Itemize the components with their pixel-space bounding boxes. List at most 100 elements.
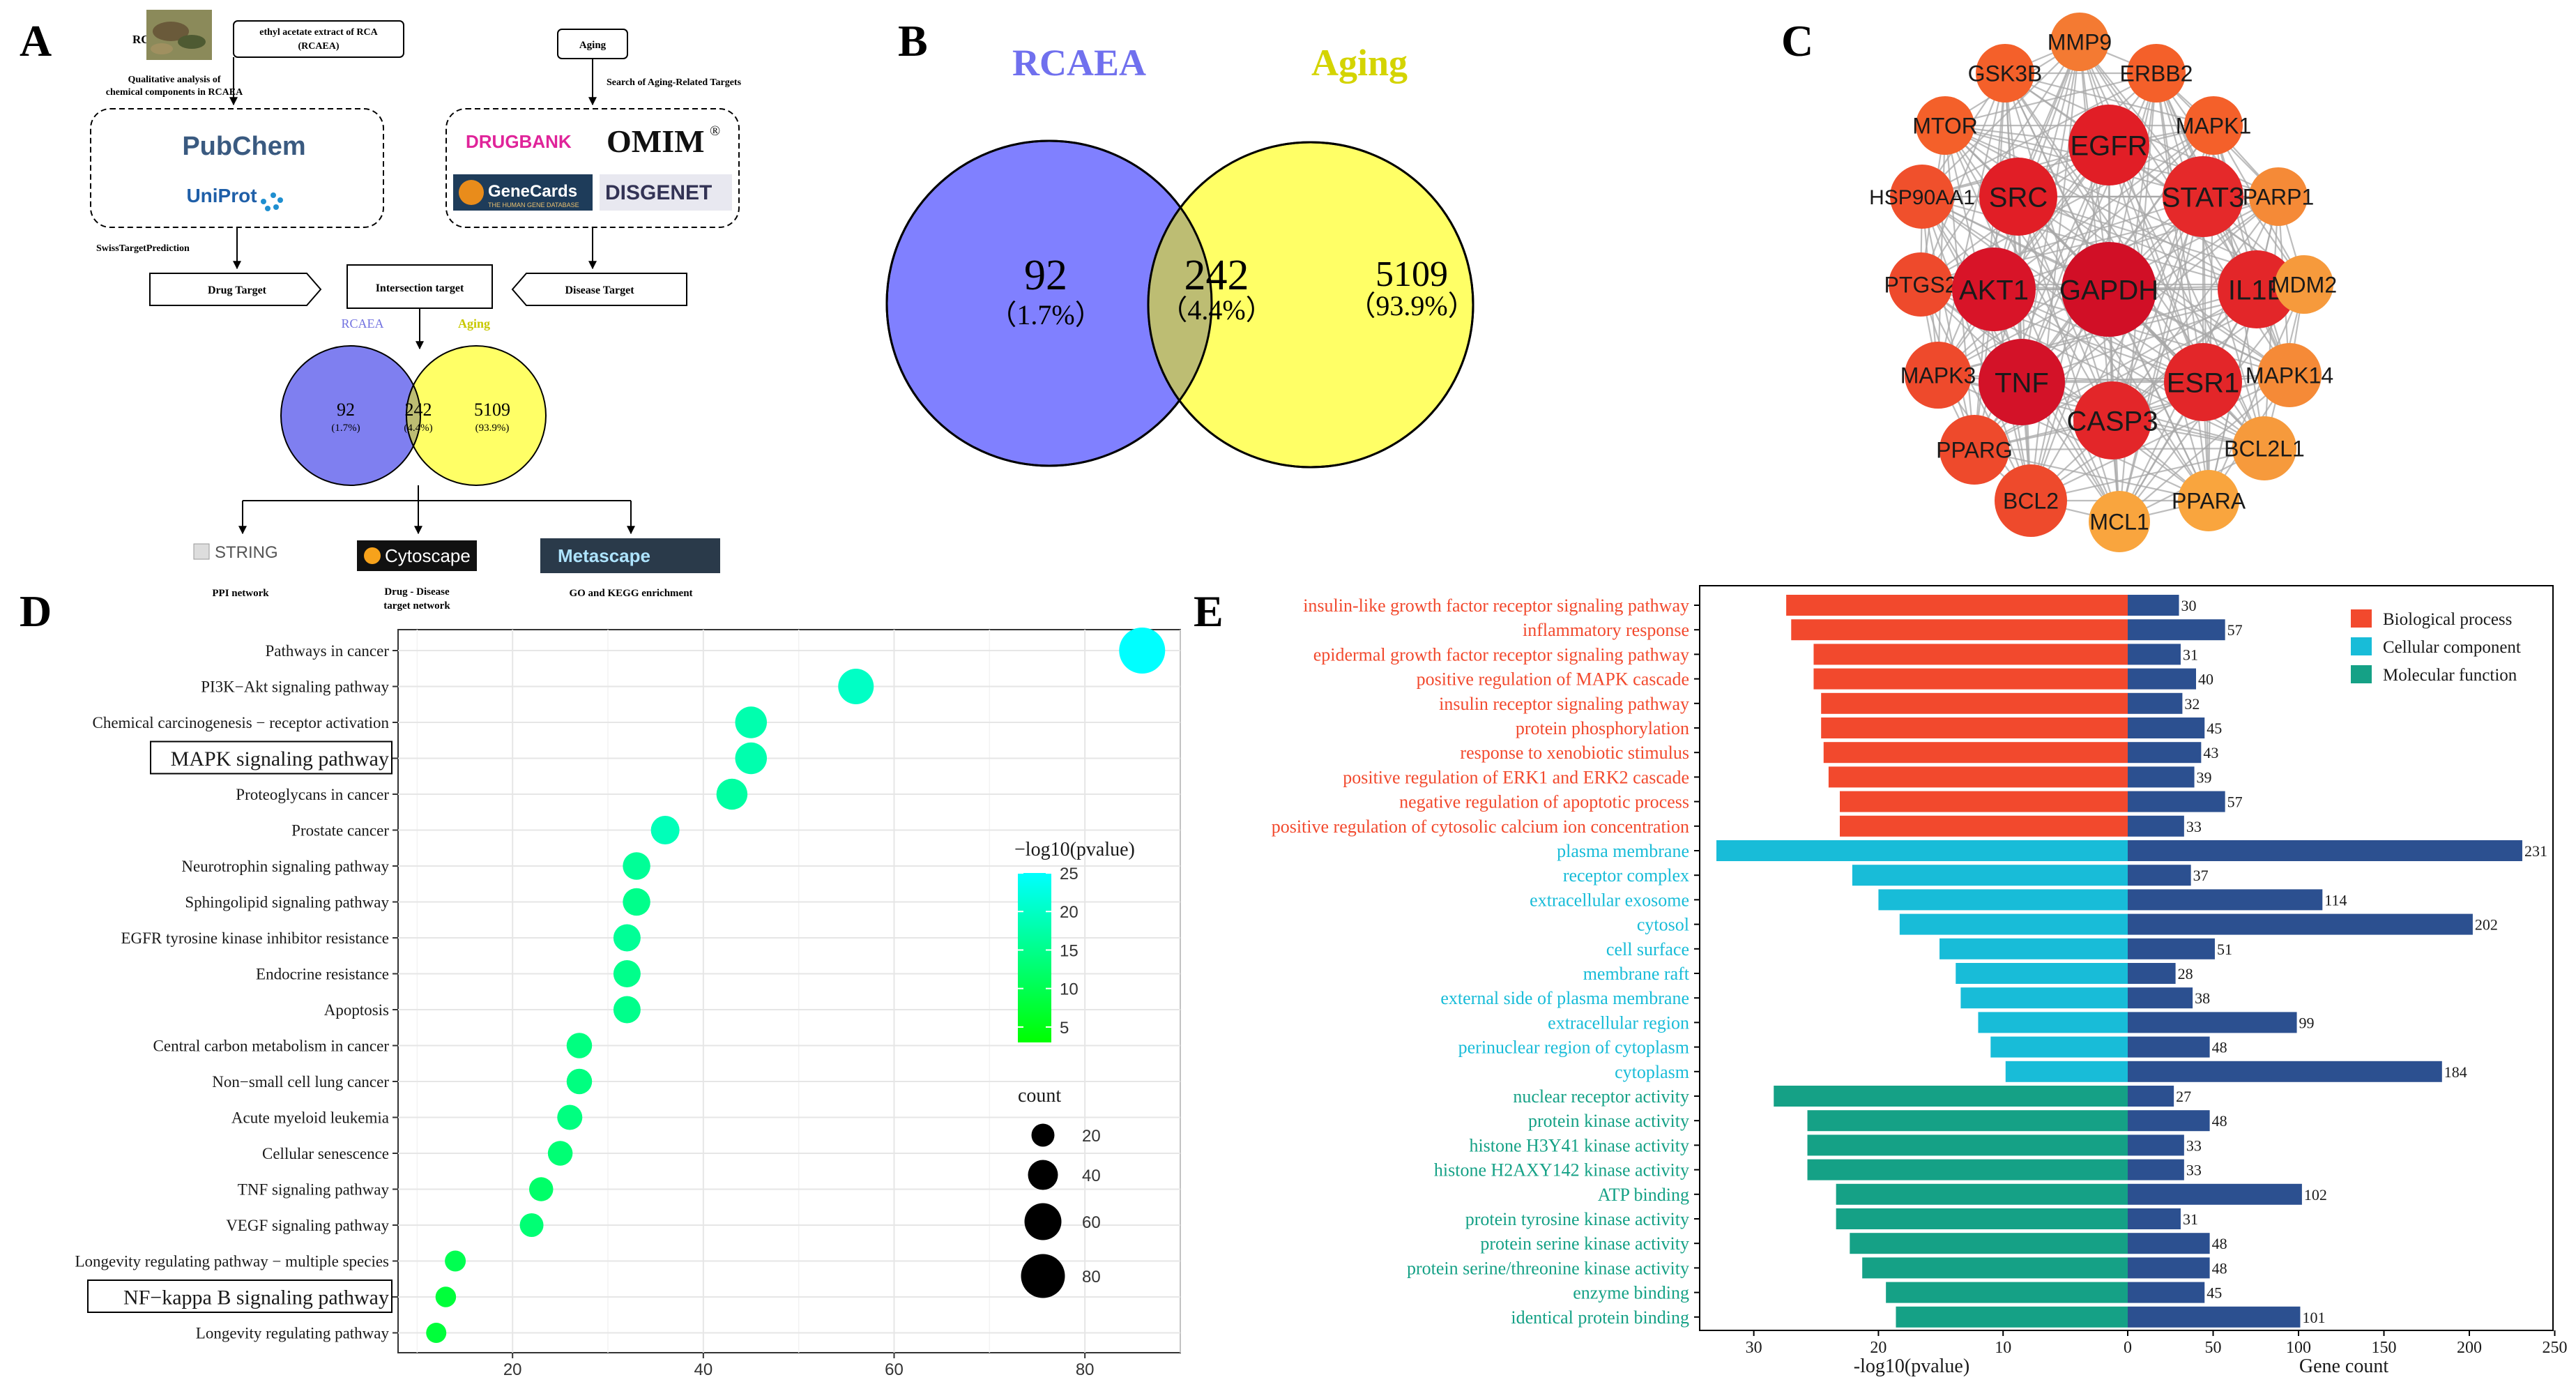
pvalue-bar-extracellular-exosome	[1878, 889, 2128, 911]
count-label: 32	[2184, 695, 2200, 713]
ppi-node-label: MAPK14	[2246, 363, 2333, 388]
dot-chemical-carcinogenesis-receptor-activation	[735, 706, 768, 738]
count-label: 45	[2207, 1284, 2222, 1302]
disease-target-box	[511, 273, 687, 306]
venn-overlap	[1148, 208, 1212, 400]
ppi-edge	[1921, 124, 2214, 198]
pvalue-bar-plasma-membrane	[1716, 840, 2128, 861]
count-bar-positive-regulation-of-cytosolic-calcium-ion-concentration	[2128, 815, 2184, 837]
count-label: 30	[2181, 597, 2197, 614]
ppi-edge	[2112, 196, 2279, 421]
ppi-edge	[1944, 72, 2157, 127]
ppi-node-il1b: IL1B	[2218, 250, 2296, 328]
ppi-edge	[2030, 374, 2290, 501]
ppi-node-egfr: EGFR	[2068, 105, 2149, 185]
ppi-edge	[2030, 447, 2265, 502]
dot-plot-grid	[398, 630, 1181, 1353]
omim-registered-mark: ®	[710, 123, 720, 139]
count-label: 48	[2212, 1259, 2227, 1277]
term-label-protein-tyrosine-kinase-activity: protein tyrosine kinase activity	[1465, 1209, 1689, 1229]
ppi-node-circle	[2061, 242, 2156, 337]
intersection-target-label: Intersection target	[376, 282, 464, 294]
ppi-node-circle	[2164, 343, 2242, 421]
x-tick-label: 80	[1076, 1360, 1095, 1379]
size-legend-title: count	[1018, 1085, 1061, 1107]
right-axis-title: Gene count	[2299, 1356, 2389, 1377]
genecards-logo: GeneCards	[488, 182, 577, 201]
highlight-box	[87, 1280, 393, 1313]
genecards-icon	[459, 180, 484, 205]
pvalue-bar-histone-h2axy142-kinase-activity	[1807, 1159, 2128, 1180]
go-legend: Biological process Cellular component Mole…	[2351, 609, 2521, 685]
ppi-node-circle	[1979, 158, 2057, 236]
dot-non-small-cell-lung-cancer	[566, 1068, 593, 1095]
extract-label-1: ethyl acetate extract of RCA	[259, 27, 378, 38]
term-label-plasma-membrane: plasma membrane	[1557, 841, 1689, 861]
x-tick-label: 40	[694, 1360, 713, 1379]
ppi-node-circle	[2257, 343, 2322, 407]
ppi-node-circle	[2218, 250, 2296, 328]
term-label-cytosol: cytosol	[1637, 915, 1689, 935]
panel-label-c: C	[1781, 16, 1813, 66]
ppi-node-circle	[1905, 342, 1972, 409]
ppi-node-label: EGFR	[2070, 130, 2147, 161]
panel-b: B RCAEA Aging 92 （1.7%） 242 （4.4%） 5109 …	[885, 16, 1476, 469]
category-label-prostate-cancer: Prostate cancer	[291, 822, 389, 840]
pvalue-bar-extracellular-region	[1978, 1012, 2128, 1033]
ppi-node-mapk1: MAPK1	[2176, 96, 2251, 155]
category-label-longevity-regulating-pathway-multiple-species: Longevity regulating pathway − multiple …	[75, 1253, 390, 1270]
uniprot-logo: UniProt	[186, 185, 257, 206]
count-bar-cell-surface	[2128, 938, 2215, 959]
qualitative-label-2: chemical components in RCAEA	[106, 87, 243, 98]
count-bar-insulin-like-growth-factor-receptor-signaling-pathway	[2128, 595, 2179, 616]
pubchem-logo: PubChem	[182, 132, 305, 161]
category-label-nf-kappa-b-signaling-pathway: NF−kappa B signaling pathway	[123, 1286, 389, 1309]
term-label-external-side-of-plasma-membrane: external side of plasma membrane	[1440, 988, 1689, 1008]
ppi-node-hsp90aa1: HSP90AA1	[1869, 165, 1975, 229]
term-label-cell-surface: cell surface	[1606, 939, 1689, 959]
term-label-positive-regulation-of-mapk-cascade: positive regulation of MAPK cascade	[1417, 669, 1689, 690]
ppi-node-label: PPARG	[1936, 438, 2013, 463]
disgenet-logo: DISGENET	[605, 181, 712, 204]
count-label: 114	[2324, 891, 2347, 909]
ppi-node-label: PPARA	[2172, 489, 2246, 514]
small-venn-left-pct: (1.7%)	[331, 423, 360, 434]
genecards-subtitle: THE HUMAN GENE DATABASE	[488, 202, 579, 208]
ppi-edge	[1974, 448, 2209, 502]
dot-apoptosis	[613, 996, 641, 1024]
pvalue-bar-positive-regulation-of-mapk-cascade	[1813, 668, 2128, 690]
ppi-node-circle	[1916, 96, 1974, 155]
category-label-pathways-in-cancer: Pathways in cancer	[265, 642, 389, 660]
left-tick-label: 20	[1870, 1339, 1887, 1357]
ppi-edge	[2207, 284, 2306, 501]
drug-target-box	[149, 273, 322, 306]
pvalue-bar-cytoplasm	[2005, 1061, 2128, 1082]
ppi-edge	[1921, 73, 2157, 197]
dot-central-carbon-metabolism-in-cancer	[566, 1033, 593, 1058]
dot-proteoglycans-in-cancer	[716, 778, 748, 810]
category-label-endocrine-resistance: Endocrine resistance	[256, 966, 389, 983]
term-label-response-to-xenobiotic-stimulus: response to xenobiotic stimulus	[1460, 743, 1689, 763]
ppi-node-circle	[1889, 252, 1953, 317]
ppi-node-gsk3b: GSK3B	[1968, 44, 2042, 102]
category-label-chemical-carcinogenesis-receptor-activation: Chemical carcinogenesis − receptor activ…	[92, 714, 389, 731]
count-bar-receptor-complex	[2128, 865, 2191, 886]
pvalue-bar-positive-regulation-of-erk1-and-erk2-cascade	[1828, 766, 2128, 788]
ppi-edge	[1919, 73, 2006, 285]
pvalue-bar-identical-protein-binding	[1896, 1306, 2128, 1328]
size-legend-label: 60	[1082, 1213, 1101, 1232]
term-label-protein-phosphorylation: protein phosphorylation	[1516, 718, 1689, 738]
left-tick-label: 0	[2124, 1339, 2132, 1357]
size-legend-label: 40	[1082, 1167, 1101, 1185]
go-kegg-label: GO and KEGG enrichment	[569, 588, 692, 599]
pvalue-bar-cell-surface	[1939, 938, 2128, 959]
ppi-node-label: GAPDH	[2059, 275, 2158, 305]
dot-endocrine-resistance	[613, 960, 641, 987]
ppi-node-circle	[2249, 167, 2308, 226]
ppi-node-label: ERBB2	[2120, 61, 2193, 86]
ppi-node-circle	[2127, 44, 2186, 102]
panel-label-b: B	[898, 16, 928, 66]
count-bar-negative-regulation-of-apoptotic-process	[2128, 791, 2225, 812]
